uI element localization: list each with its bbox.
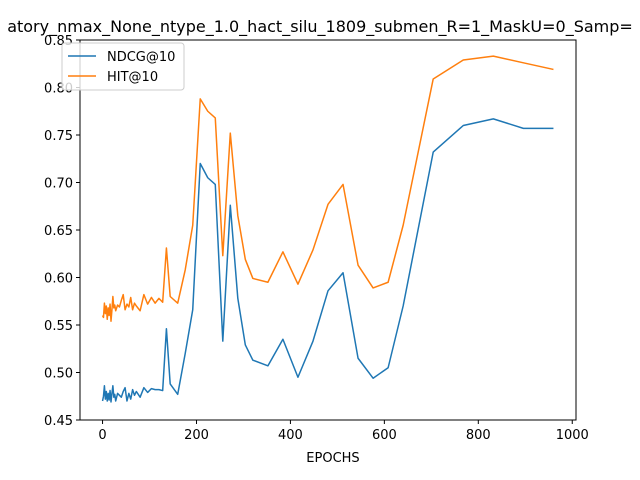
legend-box: [61, 42, 185, 91]
y-tick-label: 0.45: [44, 414, 73, 429]
x-tick-label: 400: [278, 428, 303, 443]
series-line-hit-10: [101, 55, 554, 322]
x-tick-label: 600: [372, 428, 397, 443]
y-tick-label: 0.60: [44, 272, 73, 287]
series-layer: [101, 55, 554, 403]
chart-title: atory_nmax_None_ntype_1.0_hact_silu_1809…: [7, 17, 633, 37]
y-tick-label: 0.50: [44, 367, 73, 382]
y-tick-label: 0.65: [44, 224, 73, 239]
series-line-ndcg-10: [101, 118, 554, 403]
legend-label-hit: HIT@10: [107, 70, 158, 85]
x-axis: 0 200 400 600 800 1000: [98, 420, 589, 443]
y-tick-label: 0.55: [44, 319, 73, 334]
x-axis-label: EPOCHS: [306, 451, 359, 466]
y-tick-label: 0.75: [44, 129, 73, 144]
x-tick-label: 1000: [556, 428, 589, 443]
y-tick-label: 0.70: [44, 177, 73, 192]
legend-label-ndcg: NDCG@10: [107, 50, 175, 65]
x-tick-label: 200: [184, 428, 209, 443]
x-tick-label: 800: [466, 428, 491, 443]
x-tick-label: 0: [98, 428, 106, 443]
legend: NDCG@10 HIT@10: [61, 42, 185, 91]
